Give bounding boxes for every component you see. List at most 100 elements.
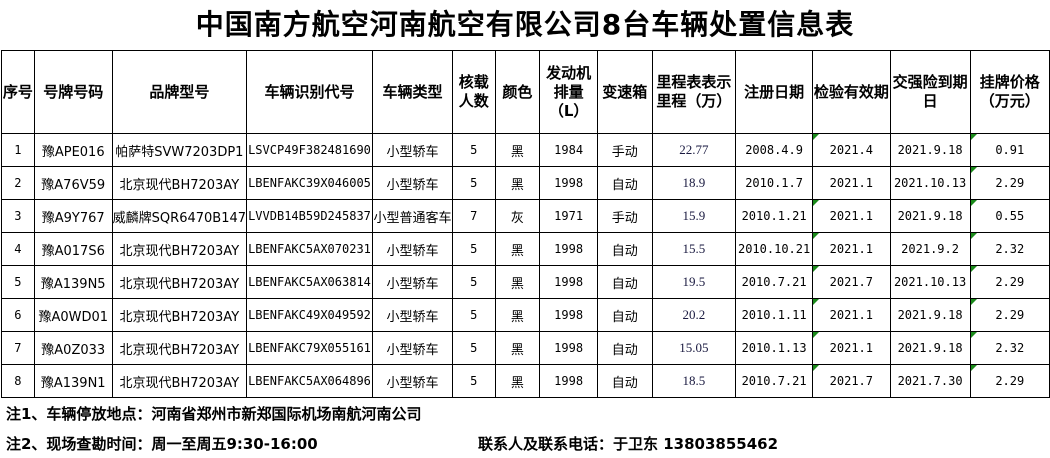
cell-text: 5 [470,341,478,355]
column-header: 颜色 [494,50,541,134]
cell-text: 15.5 [682,241,706,256]
table-cell: 北京现代BH7203AY [111,166,248,200]
table-cell: 5 [451,298,496,332]
table-cell: 7 [1,331,35,365]
note-visit-time: 注2、现场查勘时间：周一至周五9:30-16:00 [6,435,318,453]
cell-text: 15.9 [682,208,706,223]
cell-text: 黑 [510,144,524,160]
cell-text: 7 [14,341,22,355]
column-header: 交强险到期日 [889,50,971,134]
table-cell: 1971 [539,199,598,233]
cell-text: 威麟牌SQR6470B147 [112,210,247,226]
cell-text: 2010.1.7 [745,176,803,190]
cell-text: 黑 [510,276,524,292]
table-cell: LSVCP49F382481690 [246,133,373,167]
table-cell: 2021.10.13 [889,166,971,200]
table-row: 4 豫A017S6 北京现代BH7203AY LBENFAKC5AX070231 小型轿… [1,232,1050,266]
table-cell: 豫APE016 [33,133,113,167]
cell-text: 2010.1.21 [741,209,807,223]
table-row: 1 豫APE016 帕萨特SVW7203DP1 LSVCP49F382481690 小型… [1,133,1050,167]
table-cell: 2 [1,166,35,200]
cell-text: 豫A9Y767 [41,210,105,226]
column-header: 车辆识别代号 [246,50,373,134]
table-cell: 帕萨特SVW7203DP1 [111,133,248,167]
table-cell: 小型轿车 [371,166,453,200]
cell-text: 帕萨特SVW7203DP1 [115,144,244,160]
table-cell: 5 [451,166,496,200]
table-cell: 5 [451,265,496,299]
table-cell: 豫A017S6 [33,232,113,266]
page-title: 中国南方航空河南航空有限公司8台车辆处置信息表 [195,8,855,41]
table-cell: LBENFAKC49X049592 [246,298,373,332]
cell-text: 8 [14,374,22,388]
cell-text: 1 [14,143,22,157]
table-cell: 1998 [539,364,598,398]
table-cell: 2008.4.9 [735,133,814,167]
table-cell: 黑 [494,298,541,332]
table-cell: 22.77 [651,133,737,167]
cell-text: 手动 [611,210,638,226]
table-cell: 2021.1 [812,199,891,233]
table-row: 5 豫A139N5 北京现代BH7203AY LBENFAKC5AX063814 小型轿… [1,265,1050,299]
cell-text: 1971 [554,209,584,223]
table-cell: 5 [451,232,496,266]
table-cell: LBENFAKC39X046005 [246,166,373,200]
table-cell: 黑 [494,364,541,398]
table-cell: 5 [1,265,35,299]
table-cell: 北京现代BH7203AY [111,265,248,299]
table-cell: 6 [1,298,35,332]
comment-marker-icon [971,167,977,173]
cell-text: 5 [470,176,478,190]
table-cell: 小型轿车 [371,331,453,365]
cell-text: 豫A017S6 [41,243,105,259]
table-cell: 1998 [539,298,598,332]
cell-text: 小型轿车 [386,309,439,325]
cell-text: 2010.7.21 [741,275,807,289]
comment-marker-icon [813,365,820,371]
cell-text: 3 [14,209,22,223]
cell-text: 2.29 [995,176,1025,190]
cell-text: 黑 [510,375,524,391]
cell-text: LBENFAKC79X055161 [248,341,371,355]
table-cell: 2.29 [969,265,1050,299]
table-cell: 2010.7.21 [735,364,814,398]
cell-text: 20.2 [682,307,706,322]
table-cell: 2021.1 [812,166,891,200]
cell-text: 2021.9.18 [897,143,963,157]
contact-info: 联系人及联系电话：于卫东 13803855462 [478,435,779,453]
table-cell: 黑 [494,232,541,266]
table-cell: LBENFAKC5AX064896 [246,364,373,398]
table-cell: 2021.4 [812,133,891,167]
cell-text: 5 [470,242,478,256]
column-header: 号牌号码 [33,50,113,134]
cell-text: 2021.9.2 [901,242,959,256]
cell-text: 小型轿车 [386,342,439,358]
table-cell: 黑 [494,331,541,365]
cell-text: 2010.1.13 [741,341,807,355]
vehicle-table: 序号 号牌号码 品牌型号 车辆识别代号 车辆类型 核载人数 颜色 发动机排量（L） 变速箱 里程表… [1,50,1050,398]
column-header: 品牌型号 [111,50,248,134]
cell-text: 2.29 [995,275,1025,289]
cell-text: 1998 [554,341,584,355]
table-cell: LVVDB14B59D245837 [246,199,373,233]
table-cell: 威麟牌SQR6470B147 [111,199,248,233]
comment-marker-icon [813,233,820,239]
table-cell: 15.5 [651,232,737,266]
column-header: 挂牌价格（万元） [969,50,1050,134]
table-cell: 19.5 [651,265,737,299]
table-cell: 2021.7 [812,265,891,299]
cell-text: 黑 [510,243,524,259]
cell-text: 小型轿车 [386,243,439,259]
table-cell: 自动 [597,364,653,398]
table-row: 2 豫A76V59 北京现代BH7203AY LBENFAKC39X046005 小型轿… [1,166,1050,200]
cell-text: LBENFAKC39X046005 [248,176,371,190]
cell-text: 2010.10.21 [737,242,811,256]
column-header: 变速箱 [597,50,653,134]
cell-text: 黑 [510,342,524,358]
table-cell: 自动 [597,232,653,266]
cell-text: LBENFAKC5AX063814 [248,275,371,289]
cell-text: 2021.9.18 [897,209,963,223]
table-cell: 2010.1.7 [735,166,814,200]
cell-text: 2010.1.11 [741,308,807,322]
table-cell: 2010.10.21 [735,232,814,266]
